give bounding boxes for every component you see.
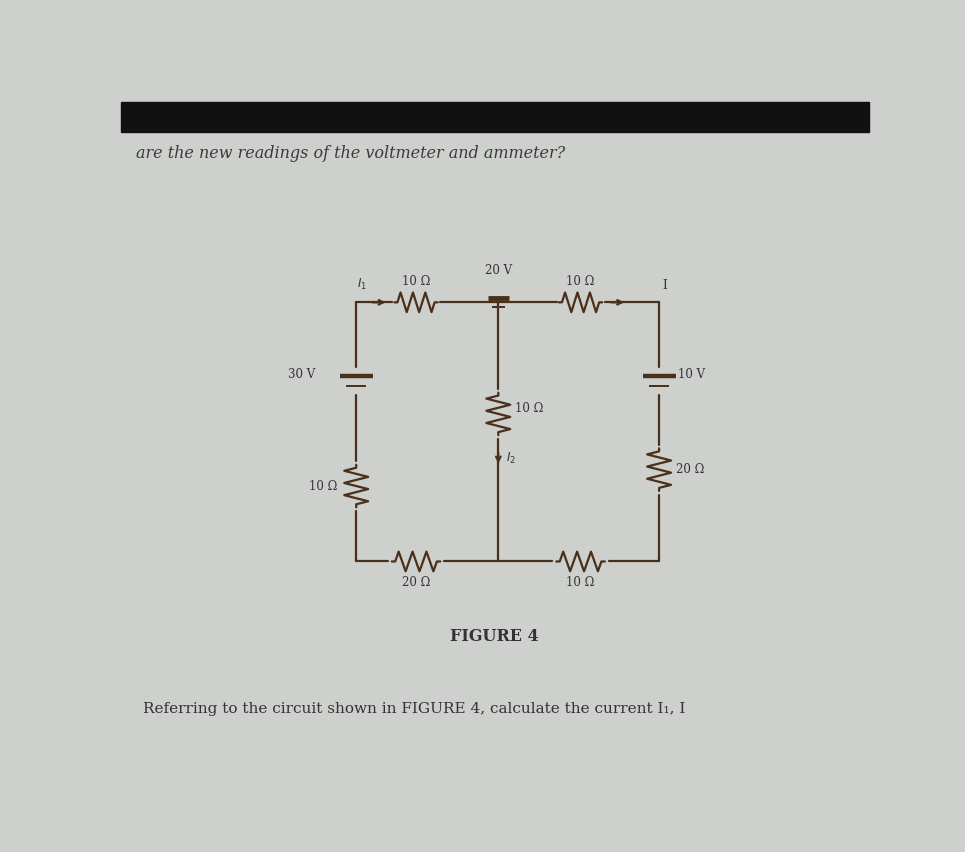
Text: are the new readings of the voltmeter and ammeter?: are the new readings of the voltmeter an…: [135, 145, 565, 162]
Text: 10 V: 10 V: [677, 368, 704, 381]
Text: 30 V: 30 V: [288, 368, 315, 381]
Text: 20 Ω: 20 Ω: [401, 576, 430, 589]
Text: I: I: [663, 279, 668, 292]
Text: 10 Ω: 10 Ω: [514, 402, 543, 415]
Text: $I_1$: $I_1$: [357, 277, 367, 292]
Text: 10 Ω: 10 Ω: [566, 576, 594, 589]
Text: $I_2$: $I_2$: [506, 451, 515, 466]
Text: Referring to the circuit shown in FIGURE 4, calculate the current I₁, I: Referring to the circuit shown in FIGURE…: [143, 702, 685, 716]
Text: 20 Ω: 20 Ω: [676, 463, 703, 476]
Text: 10 Ω: 10 Ω: [309, 480, 338, 492]
Text: FIGURE 4: FIGURE 4: [451, 629, 538, 646]
Text: 10 Ω: 10 Ω: [401, 275, 430, 288]
Text: 20 V: 20 V: [484, 264, 511, 278]
Text: 10 Ω: 10 Ω: [566, 275, 594, 288]
FancyBboxPatch shape: [121, 102, 868, 132]
